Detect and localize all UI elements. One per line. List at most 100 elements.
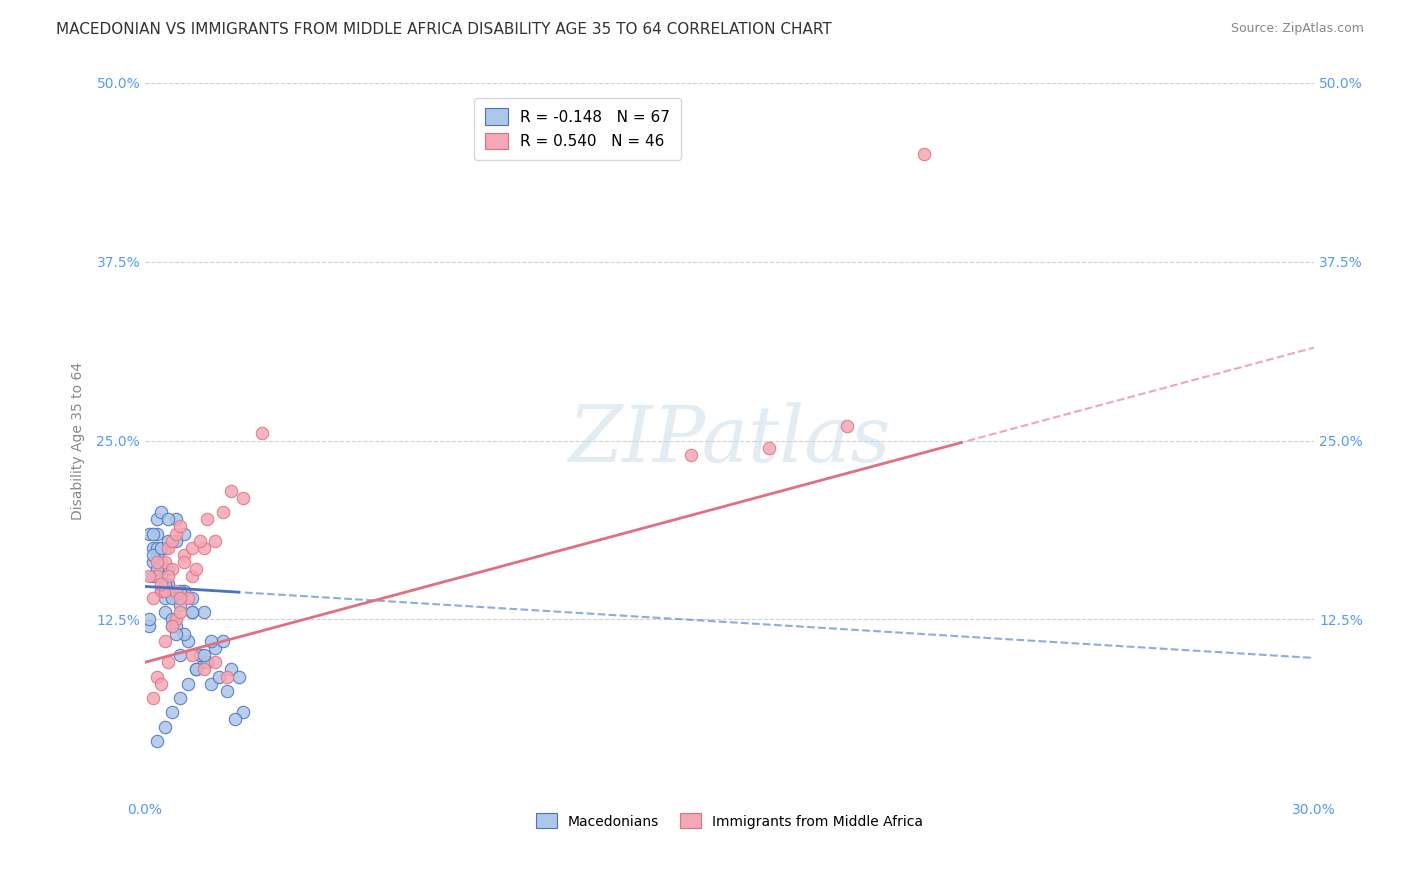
Point [153, 583, 176, 598]
Point [184, 662, 207, 676]
Point [162, 562, 184, 576]
Point [162, 533, 184, 548]
Point [149, 555, 172, 569]
Point [177, 676, 200, 690]
Point [165, 526, 187, 541]
Point [138, 569, 160, 583]
Point [165, 512, 187, 526]
Point [165, 626, 187, 640]
Point [149, 541, 172, 555]
Point [153, 591, 176, 605]
Point [200, 633, 222, 648]
Point [138, 612, 160, 626]
Point [162, 706, 184, 720]
Point [231, 491, 253, 505]
Point [162, 619, 184, 633]
Point [153, 633, 176, 648]
Point [180, 605, 202, 619]
Text: MACEDONIAN VS IMMIGRANTS FROM MIDDLE AFRICA DISABILITY AGE 35 TO 64 CORRELATION : MACEDONIAN VS IMMIGRANTS FROM MIDDLE AFR… [56, 22, 832, 37]
Point [146, 555, 169, 569]
Point [162, 591, 184, 605]
Point [146, 562, 169, 576]
Point [169, 605, 191, 619]
Point [162, 612, 184, 626]
Point [149, 505, 172, 519]
Point [165, 591, 187, 605]
Point [157, 562, 180, 576]
Point [165, 612, 187, 626]
Point [153, 541, 176, 555]
Point [138, 619, 160, 633]
Point [146, 526, 169, 541]
Point [184, 562, 207, 576]
Point [180, 569, 202, 583]
Point [184, 662, 207, 676]
Point [146, 734, 169, 748]
Point [169, 519, 191, 533]
Point [193, 655, 215, 669]
Point [153, 720, 176, 734]
Point [188, 533, 211, 548]
Point [149, 569, 172, 583]
Point [142, 526, 165, 541]
Point [231, 706, 253, 720]
Point [142, 548, 165, 562]
Point [146, 512, 169, 526]
Point [219, 662, 242, 676]
Point [208, 669, 231, 683]
Point [177, 633, 200, 648]
Point [162, 619, 184, 633]
Point [180, 591, 202, 605]
Text: ZIPatlas: ZIPatlas [568, 402, 891, 479]
Point [157, 512, 180, 526]
Point [157, 655, 180, 669]
Point [200, 676, 222, 690]
Point [157, 533, 180, 548]
Point [142, 691, 165, 706]
Point [224, 713, 246, 727]
Point [219, 483, 242, 498]
Point [149, 576, 172, 591]
Point [169, 648, 191, 662]
Point [165, 619, 187, 633]
Point [142, 541, 165, 555]
Point [173, 548, 195, 562]
Point [228, 669, 250, 683]
Point [180, 648, 202, 662]
Point [153, 576, 176, 591]
Point [146, 548, 169, 562]
Point [193, 541, 215, 555]
Point [197, 655, 219, 669]
Point [188, 648, 211, 662]
Point [169, 583, 191, 598]
Point [212, 633, 235, 648]
Point [142, 569, 165, 583]
Point [146, 541, 169, 555]
Point [204, 655, 226, 669]
Y-axis label: Disability Age 35 to 64: Disability Age 35 to 64 [72, 361, 86, 520]
Legend: Macedonians, Immigrants from Middle Africa: Macedonians, Immigrants from Middle Afri… [530, 808, 928, 834]
Point [165, 583, 187, 598]
Point [153, 555, 176, 569]
Point [193, 648, 215, 662]
Point [157, 576, 180, 591]
Point [173, 555, 195, 569]
Point [250, 426, 273, 441]
Point [173, 626, 195, 640]
Text: Source: ZipAtlas.com: Source: ZipAtlas.com [1230, 22, 1364, 36]
Point [197, 512, 219, 526]
Point [204, 640, 226, 655]
Point [215, 669, 238, 683]
Point [193, 662, 215, 676]
Point [165, 533, 187, 548]
Point [138, 526, 160, 541]
Point [169, 598, 191, 612]
Point [173, 526, 195, 541]
Point [173, 583, 195, 598]
Point [157, 569, 180, 583]
Point [157, 541, 180, 555]
Point [169, 691, 191, 706]
Point [169, 591, 191, 605]
Point [149, 676, 172, 690]
Point [215, 684, 238, 698]
